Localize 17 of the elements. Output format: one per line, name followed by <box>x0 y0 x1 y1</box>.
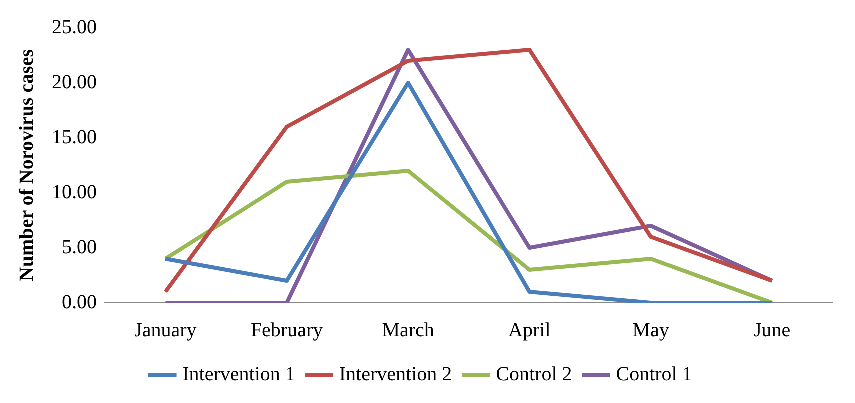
legend-label: Intervention 2 <box>339 363 452 386</box>
x-tick-label: March <box>382 319 434 342</box>
y-tick-label: 20.00 <box>52 71 97 94</box>
legend-label: Control 2 <box>496 363 572 386</box>
y-tick-label: 5.00 <box>62 236 97 258</box>
y-tick-label: 10.00 <box>52 181 97 204</box>
y-axis-title: Number of Norovirus cases <box>16 49 38 282</box>
legend-label: Control 1 <box>616 363 692 386</box>
y-tick-label: 15.00 <box>52 126 97 148</box>
y-tick-label: 25.00 <box>52 16 97 38</box>
x-tick-label: February <box>250 319 324 342</box>
x-tick-label: January <box>134 319 197 342</box>
y-tick-label: 0.00 <box>62 291 97 314</box>
x-tick-label: May <box>632 319 670 342</box>
x-tick-label: April <box>508 319 552 342</box>
legend-label: Intervention 1 <box>182 363 296 386</box>
x-tick-label: June <box>754 319 791 342</box>
